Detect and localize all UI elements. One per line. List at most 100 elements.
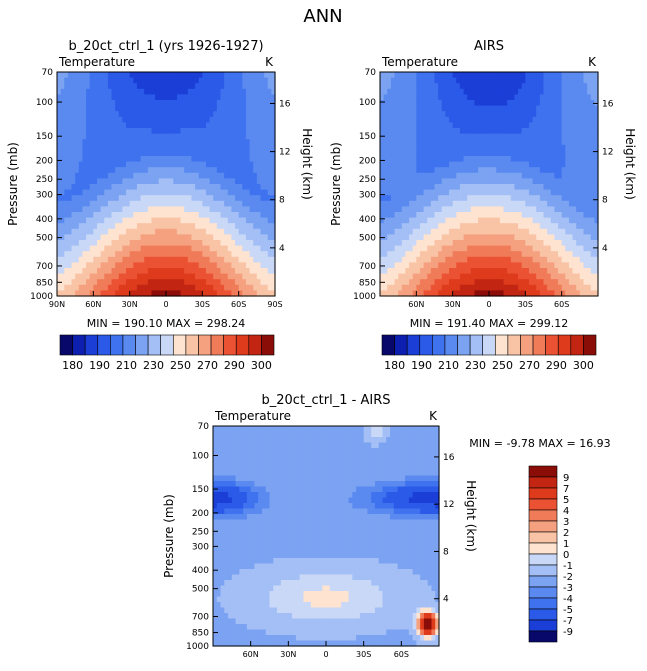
- contour-cell: [136, 262, 142, 269]
- contour-cell: [104, 77, 109, 84]
- contour-cell: [470, 184, 476, 191]
- contour-cell: [78, 100, 84, 107]
- contour-cell: [155, 111, 160, 118]
- contour-cell: [514, 172, 519, 179]
- contour-cell: [383, 111, 388, 118]
- contour-cell: [459, 172, 465, 179]
- contour-cell: [242, 256, 247, 263]
- contour-cell: [260, 72, 265, 79]
- contour-cell: [434, 223, 439, 230]
- contour-cell: [594, 245, 599, 252]
- contour-cell: [470, 206, 476, 213]
- contour-cell: [398, 262, 403, 269]
- contour-cell: [507, 83, 512, 90]
- contour-cell: [180, 167, 185, 174]
- contour-cell: [510, 262, 516, 269]
- contour-cell: [224, 223, 229, 230]
- contour-cell: [398, 279, 403, 286]
- contour-cell: [224, 251, 229, 258]
- contour-cell: [126, 133, 131, 140]
- contour-cell: [561, 122, 566, 129]
- contour-cell: [264, 189, 269, 196]
- contour-cell: [485, 228, 490, 235]
- contour-cell: [419, 150, 425, 157]
- contour-cell: [231, 150, 236, 157]
- contour-cell: [118, 72, 123, 79]
- contour-cell: [147, 77, 153, 84]
- contour-cell: [518, 161, 523, 168]
- contour-cell: [78, 83, 84, 90]
- contour-cell: [260, 156, 265, 163]
- contour-cell: [423, 284, 428, 291]
- contour-cell: [205, 144, 211, 151]
- contour-cell: [521, 223, 526, 230]
- contour-cell: [441, 251, 446, 258]
- contour-cell: [184, 273, 189, 280]
- contour-cell: [401, 139, 407, 146]
- contour-cell: [416, 144, 421, 151]
- contour-cell: [438, 150, 443, 157]
- contour-cell: [565, 111, 570, 118]
- contour-cell: [561, 268, 566, 275]
- contour-cell: [536, 256, 541, 263]
- contour-cell: [122, 122, 127, 129]
- contour-cell: [550, 200, 555, 207]
- contour-cell: [75, 172, 80, 179]
- contour-cell: [169, 184, 174, 191]
- contour-cell: [133, 256, 138, 263]
- contour-cell: [100, 273, 105, 280]
- contour-cell: [260, 178, 265, 185]
- contour-cell: [539, 172, 545, 179]
- contour-cell: [133, 161, 138, 168]
- contour-cell: [93, 223, 98, 230]
- contour-cell: [579, 234, 585, 241]
- contour-cell: [213, 240, 218, 247]
- contour-cell: [173, 212, 178, 219]
- contour-cell: [136, 212, 142, 219]
- contour-cell: [209, 184, 214, 191]
- contour-cell: [195, 122, 200, 129]
- contour-cell: [532, 122, 537, 129]
- contour-cell: [64, 234, 69, 241]
- contour-cell: [71, 83, 76, 90]
- contour-cell: [587, 262, 592, 269]
- contour-cell: [245, 178, 251, 185]
- contour-cell: [93, 284, 98, 291]
- contour-cell: [82, 189, 87, 196]
- contour-cell: [390, 240, 396, 247]
- contour-cell: [162, 206, 167, 213]
- contour-cell: [147, 111, 153, 118]
- contour-cell: [227, 72, 232, 79]
- contour-cell: [96, 72, 102, 79]
- contour-cell: [122, 290, 127, 297]
- contour-cell: [445, 245, 450, 252]
- contour-cell: [507, 223, 512, 230]
- contour-cell: [180, 223, 185, 230]
- contour-cell: [565, 200, 570, 207]
- contour-cell: [144, 77, 149, 84]
- contour-cell: [363, 426, 369, 433]
- contour-cell: [532, 156, 537, 163]
- contour-cell: [162, 144, 167, 151]
- contour-cell: [394, 150, 399, 157]
- contour-cell: [245, 116, 251, 123]
- contour-cell: [209, 133, 214, 140]
- contour-cell: [144, 290, 149, 297]
- contour-cell: [253, 212, 258, 219]
- contour-cell: [394, 279, 399, 286]
- contour-cell: [243, 426, 248, 433]
- contour-cell: [543, 111, 548, 118]
- contour-cell: [227, 139, 232, 146]
- contour-cell: [459, 273, 465, 280]
- contour-cell: [412, 206, 417, 213]
- contour-cell: [532, 72, 537, 79]
- contour-cell: [260, 150, 265, 157]
- contour-cell: [231, 100, 236, 107]
- contour-cell: [267, 234, 272, 241]
- contour-cell: [514, 167, 519, 174]
- contour-cell: [235, 161, 240, 168]
- contour-cell: [554, 262, 559, 269]
- contour-cell: [539, 212, 545, 219]
- contour-cell: [470, 212, 476, 219]
- contour-cell: [235, 273, 240, 280]
